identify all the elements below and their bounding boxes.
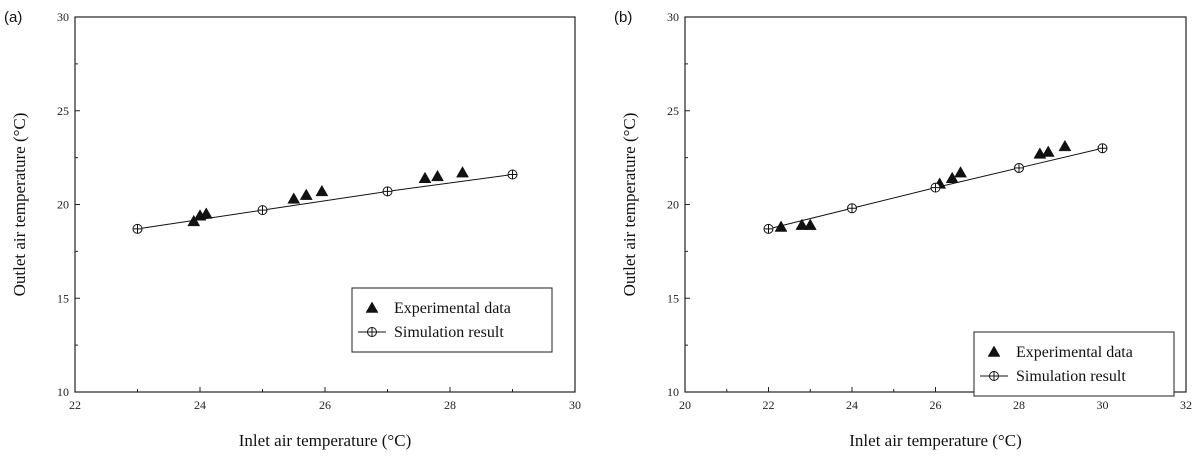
legend-label: Experimental data (1016, 344, 1133, 361)
legend-label: Simulation result (394, 324, 504, 341)
data-point (803, 218, 817, 230)
x-tick-label: 26 (319, 398, 331, 412)
legend-item: Experimental data (987, 344, 1133, 361)
legend-marker (365, 301, 379, 313)
data-point (847, 203, 857, 214)
data-point (954, 166, 967, 178)
y-axis-title: Outlet air temperature (°C) (10, 113, 29, 297)
y-tick-label: 10 (57, 385, 69, 399)
data-point (795, 218, 809, 230)
x-tick-label: 22 (69, 398, 81, 412)
panel-label: (a) (4, 9, 22, 26)
panel-a: (a) 22 24 26 28 30 10 15 20 25 30 Inlet air tempera… (4, 9, 581, 450)
data-point (299, 188, 313, 200)
panel-b: (b) 20 22 24 26 28 30 32 10 15 20 25 30 Inlet air tem… (614, 9, 1192, 450)
data-point (431, 169, 444, 182)
y-tick-label: 15 (57, 291, 69, 305)
data-point (382, 186, 393, 197)
legend-marker (989, 371, 999, 381)
data-point (763, 223, 774, 234)
data-point (456, 166, 469, 178)
data-point (132, 223, 143, 234)
x-tick-label: 30 (1097, 398, 1109, 412)
x-tick-label: 26 (930, 398, 942, 412)
x-tick-label: 30 (569, 398, 581, 412)
legend-item: Simulation result (358, 324, 504, 341)
legend-item: Experimental data (365, 300, 511, 317)
series-simulation-result (763, 143, 1108, 234)
x-tick-label: 28 (444, 398, 456, 412)
legend: Experimental data Simulation result (351, 287, 553, 353)
legend-marker (987, 345, 1001, 357)
legend-box (973, 331, 1175, 397)
y-tick-label: 30 (667, 10, 679, 24)
legend-box (351, 287, 553, 353)
x-tick-label: 24 (194, 398, 206, 412)
x-tick-label: 24 (846, 398, 858, 412)
x-tick-label: 28 (1013, 398, 1025, 412)
data-point (418, 171, 432, 183)
x-axis-title: Inlet air temperature (°C) (239, 431, 411, 450)
data-point (287, 192, 301, 204)
x-tick-label: 20 (679, 398, 691, 412)
data-point (1058, 139, 1072, 152)
y-tick-label: 20 (667, 198, 679, 212)
data-point (930, 182, 941, 193)
y-tick-label: 10 (667, 385, 679, 399)
data-point (945, 171, 959, 183)
y-tick-label: 30 (57, 10, 69, 24)
y-tick-label: 25 (57, 104, 69, 118)
x-tick-label: 32 (1180, 398, 1192, 412)
series-line (137, 174, 513, 230)
data-point (507, 169, 518, 180)
panel-label: (b) (614, 9, 632, 26)
data-point (1041, 145, 1055, 157)
y-tick-label: 20 (57, 198, 69, 212)
data-point (1014, 162, 1024, 173)
legend-label: Simulation result (1016, 368, 1126, 385)
series-experimental-data (774, 139, 1072, 232)
y-tick-label: 15 (667, 291, 679, 305)
legend: Experimental data Simulation result (973, 331, 1175, 397)
data-point (315, 184, 329, 197)
data-point (1097, 143, 1108, 154)
data-point (257, 205, 268, 216)
x-axis-title: Inlet air temperature (°C) (849, 431, 1021, 450)
series-experimental-data (187, 166, 469, 227)
legend-marker (367, 327, 377, 337)
x-tick-label: 22 (763, 398, 775, 412)
y-axis-title: Outlet air temperature (°C) (620, 113, 639, 297)
series-simulation-result (132, 169, 518, 234)
y-tick-label: 25 (667, 104, 679, 118)
legend-item: Simulation result (980, 368, 1126, 385)
legend-label: Experimental data (394, 300, 511, 317)
